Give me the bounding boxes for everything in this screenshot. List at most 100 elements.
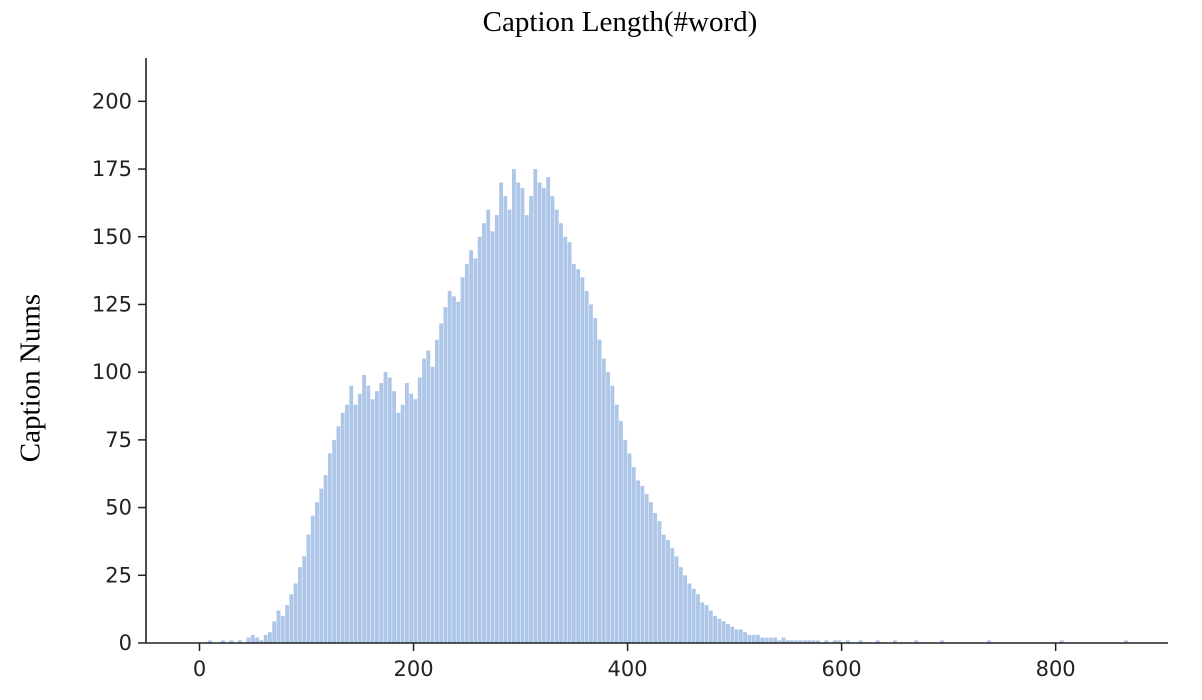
histogram-bar [576,269,581,643]
histogram-bar [661,534,666,643]
histogram-bar [606,372,611,643]
histogram-bar [730,626,735,643]
x-tick-label: 400 [608,657,648,681]
histogram-bar [345,404,349,643]
histogram-bar [785,640,790,643]
histogram-bar [238,640,242,643]
histogram-bar [293,583,298,643]
histogram-bar [439,323,444,643]
histogram-bar [315,502,319,643]
histogram-bar [940,640,944,643]
histogram-bar [546,177,551,644]
histogram-bar [858,640,863,643]
histogram-bar [490,231,495,643]
histogram-bar [807,640,812,643]
histogram-bar [644,494,649,643]
histogram-bar [683,575,688,643]
histogram-bar [717,618,722,644]
y-tick-label: 175 [92,157,132,181]
histogram-bar [250,634,255,644]
histogram-bar [541,188,546,643]
histogram-bar [567,242,572,644]
histogram-bar [803,640,807,643]
histogram-bar [353,404,358,643]
y-tick-label: 125 [92,292,132,316]
histogram-bar [571,263,576,643]
histogram-bar [833,640,837,643]
histogram-bar [452,296,456,643]
histogram-bar [387,377,392,643]
y-tick-label: 100 [92,360,132,384]
histogram-bar [892,640,897,643]
histogram-bar [302,556,307,643]
histogram-bar [738,629,743,643]
histogram-bar [392,391,396,644]
histogram-bar [824,640,829,643]
histogram-bar [511,169,516,644]
y-tick-label: 200 [92,89,132,113]
histogram-bar [537,182,542,643]
histogram-bar [434,339,439,643]
histogram-bar [734,629,739,643]
histogram-bar [469,250,474,644]
histogram-bar [460,277,465,644]
histogram-bar [413,399,418,643]
histogram-bar [708,610,713,643]
histogram-bar [760,637,765,643]
histogram-bar [272,621,277,643]
histogram-bar [815,640,820,643]
histogram-bar [259,640,264,643]
histogram-bar [631,466,636,643]
histogram-bar [310,515,315,643]
histogram-bar [563,236,568,643]
histogram-bar [409,393,414,643]
histogram-bar [524,215,529,643]
histogram-bar [678,567,683,643]
y-tick-label: 150 [92,225,132,249]
histogram-bar [319,488,324,644]
histogram-bar [417,377,422,643]
histogram-bar [473,258,478,643]
histogram-bar [657,521,662,644]
histogram-bar [516,182,521,643]
histogram-bar [914,640,919,643]
histogram-bar [593,318,598,643]
histogram-bar [811,640,816,643]
histogram-bar [597,339,602,643]
histogram-bar [494,215,499,643]
histogram-bar [653,513,658,643]
histogram-bar [601,358,606,644]
histogram-bar [777,640,782,643]
histogram-bar [636,480,640,643]
histogram-bar [648,502,653,643]
histogram-bar [379,383,384,643]
histogram-bar [533,169,538,644]
histogram-bar [422,358,426,644]
histogram-bar [327,453,332,643]
histogram-bar [443,307,448,643]
histogram-bar [559,223,563,643]
x-tick-label: 600 [822,657,862,681]
histogram-bar [375,391,379,644]
histogram-bar [486,209,491,644]
histogram-bar [430,366,435,643]
histogram-bar [666,540,670,643]
histogram-bar [297,567,302,643]
histogram-bar [837,640,842,643]
histogram-bar [713,615,718,643]
histogram-bar [691,588,696,643]
histogram-bar [280,615,285,643]
histogram-bar [447,290,452,643]
histogram-bar [400,404,405,643]
histogram-bar [357,393,362,643]
histogram-bar [520,188,525,643]
histogram-bar [482,223,486,643]
histogram-bar [554,209,559,644]
histogram-bar [674,556,679,643]
histogram-bar [619,420,623,643]
x-tick-label: 800 [1036,657,1076,681]
histogram-bar [614,404,619,643]
histogram-bar [268,632,272,643]
histogram-bar [1059,640,1064,643]
histogram-bar [640,485,645,643]
